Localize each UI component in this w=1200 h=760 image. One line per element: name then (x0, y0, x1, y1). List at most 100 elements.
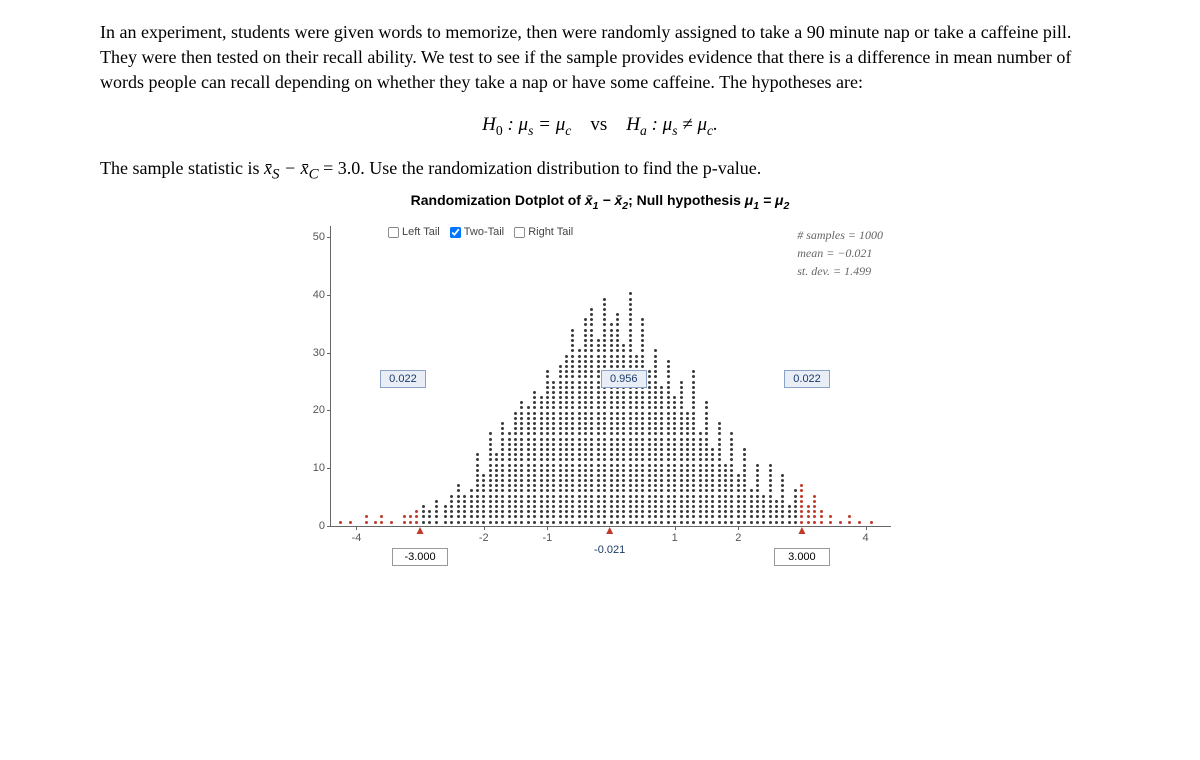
dot-column (544, 370, 550, 526)
left-cutoff-input[interactable] (392, 548, 448, 566)
x-tick-label: -1 (542, 532, 552, 544)
dot-column (684, 412, 690, 526)
dot-column (433, 500, 439, 526)
dot-column (710, 448, 716, 526)
dot-column (786, 505, 792, 526)
dot-column (735, 474, 741, 526)
dot-column (363, 515, 369, 525)
dot-column (557, 365, 563, 526)
x-tick-label: 2 (735, 532, 741, 544)
dot-column (869, 521, 875, 526)
dot-column (761, 495, 767, 526)
dot-column (373, 521, 379, 526)
dot-column (818, 510, 824, 526)
dot-column (388, 521, 394, 526)
dot-column (653, 349, 659, 525)
dot-column (506, 432, 512, 525)
dot-column (525, 406, 531, 525)
dot-column (767, 464, 773, 526)
dot-column (799, 484, 805, 526)
dot-column (481, 474, 487, 526)
dot-column (602, 298, 608, 526)
dot-column (427, 510, 433, 526)
x-tick-label: -4 (352, 532, 362, 544)
dot-column (837, 521, 843, 526)
dot-column (773, 500, 779, 526)
dot-column (347, 521, 353, 526)
two-tail-checkbox[interactable]: Two-Tail (449, 226, 504, 238)
right-cutoff-marker: ▲ (796, 526, 808, 534)
dot-column (780, 474, 786, 526)
right-tail-proportion: 0.022 (784, 370, 830, 388)
dot-column (608, 323, 614, 525)
dot-column (640, 318, 646, 526)
left-tail-proportion: 0.022 (380, 370, 426, 388)
right-tail-checkbox[interactable]: Right Tail (513, 226, 573, 238)
dot-column (646, 370, 652, 526)
y-tick-label: 20 (301, 404, 325, 416)
right-cutoff-input[interactable] (774, 548, 830, 566)
y-tick-label: 0 (301, 520, 325, 532)
dotplot-title: Randomization Dotplot of x̄1 − x̄2; Null… (280, 192, 920, 212)
dot-column (338, 521, 344, 526)
dot-column (595, 339, 601, 526)
dot-column (716, 422, 722, 526)
y-tick-label: 10 (301, 462, 325, 474)
dot-column (847, 515, 853, 525)
dot-column (678, 381, 684, 526)
dot-column (583, 318, 589, 526)
x-tick-label: 4 (862, 532, 868, 544)
dot-column (691, 370, 697, 526)
dot-column (570, 329, 576, 526)
dot-column (723, 464, 729, 526)
dot-column (729, 432, 735, 525)
dot-column (665, 360, 671, 526)
dot-column (812, 495, 818, 526)
dot-column (462, 495, 468, 526)
mean-marker: ▲ (604, 526, 616, 534)
dot-column (742, 448, 748, 526)
dot-column (672, 396, 678, 526)
dot-column (401, 515, 407, 525)
dot-column (408, 515, 414, 525)
dot-column (500, 422, 506, 526)
dot-column (532, 391, 538, 526)
dot-column (519, 401, 525, 526)
dot-column (793, 489, 799, 525)
x-tick-label: 1 (672, 532, 678, 544)
sample-statistic-line: The sample statistic is x̄S − x̄C = 3.0.… (100, 156, 1100, 186)
dot-column (513, 412, 519, 526)
dotplot-area: Left Tail Two-Tail Right Tail # samples … (330, 226, 891, 527)
dot-column (474, 453, 480, 526)
dot-column (697, 432, 703, 525)
left-tail-checkbox[interactable]: Left Tail (387, 226, 440, 238)
dot-column (589, 308, 595, 526)
dot-column (443, 505, 449, 526)
dot-column (493, 453, 499, 526)
y-tick-label: 40 (301, 289, 325, 301)
dot-column (659, 386, 665, 526)
dot-column (379, 515, 385, 525)
problem-paragraph: In an experiment, students were given wo… (100, 20, 1100, 96)
dot-column (856, 521, 862, 526)
tail-controls: Left Tail Two-Tail Right Tail (387, 226, 579, 239)
x-tick-label: -2 (479, 532, 489, 544)
dot-column (468, 489, 474, 525)
dot-column (449, 495, 455, 526)
dot-column (551, 381, 557, 526)
dot-column (576, 349, 582, 525)
dot-column (828, 515, 834, 525)
dot-column (487, 432, 493, 525)
dot-column (748, 489, 754, 525)
dotplot-frame: Left Tail Two-Tail Right Tail # samples … (280, 216, 920, 576)
sampling-stats: # samples = 1000 mean = −0.021 st. dev. … (797, 226, 883, 280)
dot-column (754, 464, 760, 526)
dot-column (703, 401, 709, 526)
hypotheses-line: H0 : μs = μc vs Ha : μs ≠ μc. (100, 114, 1100, 139)
dot-column (563, 355, 569, 526)
left-cutoff-marker: ▲ (414, 526, 426, 534)
mean-label: -0.021 (594, 544, 625, 556)
dot-column (538, 396, 544, 526)
y-tick-label: 30 (301, 347, 325, 359)
dot-column (627, 292, 633, 525)
